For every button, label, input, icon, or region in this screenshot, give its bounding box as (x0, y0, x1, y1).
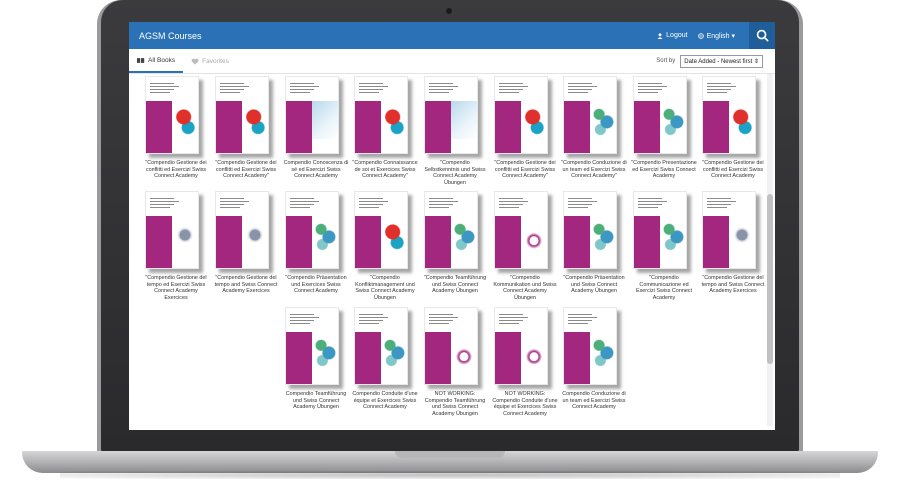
search-icon (756, 29, 769, 42)
book-title: "Compendio Conduzione di un team ed Eser… (561, 160, 627, 180)
book-cover[interactable] (563, 307, 617, 385)
book-title: "Compendio Gestione dei conflitti ed Ese… (145, 160, 207, 180)
search-button[interactable] (749, 22, 775, 49)
book-title: "Compendio Präsentation und Swiss Connec… (563, 275, 625, 295)
book-title: "Compendio Communicazione ed Esercizi Sw… (635, 275, 693, 301)
top-navbar: AGSM Courses Logout English ▾ (129, 22, 775, 49)
book-title: "Compendio Selbstkenntnis und Swiss Conn… (424, 160, 486, 186)
book-item[interactable]: "Compendio Gestione dei conflitti ed Ese… (213, 76, 279, 180)
book-item[interactable]: "Compendio Connaissance de soi et Exerci… (352, 76, 418, 180)
book-title: "Compendio Gestione del tempo ed Eserciz… (145, 275, 207, 301)
logout-link[interactable]: Logout (657, 32, 688, 39)
book-cover[interactable] (215, 191, 269, 269)
book-cover[interactable] (702, 76, 756, 154)
book-title: "Compendio Presentazione ed Esercizi Swi… (631, 160, 697, 180)
book-item[interactable]: "Compendio Gestione dei conflitti ed Ese… (492, 76, 558, 180)
camera-icon (446, 8, 452, 14)
book-cover[interactable] (633, 191, 687, 269)
language-dropdown[interactable]: English ▾ (697, 32, 735, 40)
book-cover[interactable] (424, 307, 478, 385)
book-title: "Compendio Gestione del tempo and Swiss … (701, 275, 765, 295)
book-title: Compendio Teamführung und Swiss Connect … (285, 391, 347, 411)
book-title: "Compendio Konfliktmanagement und Swiss … (355, 275, 415, 301)
sort-label: Sort by (656, 58, 676, 64)
scrollbar[interactable] (767, 74, 773, 426)
book-cover[interactable] (633, 76, 687, 154)
book-cover[interactable] (563, 76, 617, 154)
book-item[interactable]: "Compendio Presentazione ed Esercizi Swi… (631, 76, 697, 180)
laptop-shadow (60, 471, 840, 479)
book-item[interactable]: "Compendio Gestione dei conflitti ed Ese… (700, 76, 766, 180)
app-title: AGSM Courses (139, 30, 202, 41)
book-cover[interactable] (563, 191, 617, 269)
tab-favorites[interactable]: Favorites (183, 49, 237, 73)
user-icon (657, 32, 663, 39)
book-title: "Compendio Gestione del tempo and Swiss … (214, 275, 278, 295)
laptop-base (22, 451, 878, 473)
book-item[interactable]: Compendio Conoscenza di sé ed Esercizi S… (283, 76, 349, 180)
book-cover[interactable] (285, 76, 339, 154)
book-title: Compendio Conduzione di un team ed Eserc… (562, 391, 626, 411)
book-item[interactable]: "Compendio Gestione dei conflitti ed Ese… (143, 76, 209, 180)
logout-label: Logout (666, 32, 688, 39)
book-title: "Compendio Gestione dei conflitti ed Ese… (702, 160, 764, 180)
book-item[interactable]: NOT WORKING: Compendio Conduite d'une éq… (492, 307, 558, 417)
book-cover[interactable] (354, 307, 408, 385)
scrollbar-thumb[interactable] (767, 194, 773, 364)
filter-bar: All Books Favorites Sort by Date Added -… (129, 49, 775, 74)
sort-select[interactable]: Date Added - Newest first ⇕ (680, 54, 763, 68)
book-title: "Compendio Gestione dei conflitti ed Ese… (215, 160, 277, 180)
book-title: NOT WORKING: Compendio Conduite d'une éq… (492, 391, 558, 417)
book-item[interactable]: Compendio Conduite d'une équipe et Exerc… (352, 307, 418, 411)
screen: AGSM Courses Logout English ▾ All Books … (129, 22, 775, 430)
heart-icon (191, 58, 199, 65)
book-title: "Compendio Präsentation und Exercices Sw… (285, 275, 347, 295)
book-item[interactable]: "Compendio Communicazione ed Esercizi Sw… (631, 191, 697, 301)
book-title: NOT WORKING: Compendio Teamführung und S… (424, 391, 486, 417)
books-icon (137, 57, 145, 63)
book-cover[interactable] (424, 76, 478, 154)
book-item[interactable]: "Compendio Teamführung und Swiss Connect… (422, 191, 488, 295)
book-item[interactable]: "Compendio Kommunikation und Swiss Conne… (492, 191, 558, 301)
tab-all-books-label: All Books (148, 56, 176, 64)
globe-icon (697, 32, 704, 39)
book-item[interactable]: "Compendio Gestione del tempo and Swiss … (213, 191, 279, 295)
book-item[interactable]: "Compendio Gestione del tempo and Swiss … (700, 191, 766, 295)
book-cover[interactable] (494, 191, 548, 269)
book-title: Compendio Conduite d'une équipe et Exerc… (352, 391, 418, 411)
book-cover[interactable] (354, 76, 408, 154)
book-title: "Compendio Gestione dei conflitti ed Ese… (494, 160, 556, 180)
book-cover[interactable] (354, 191, 408, 269)
book-cover[interactable] (424, 191, 478, 269)
book-title: "Compendio Teamführung und Swiss Connect… (423, 275, 487, 295)
book-cover[interactable] (494, 76, 548, 154)
book-item[interactable]: Compendio Conduzione di un team ed Eserc… (561, 307, 627, 411)
book-item[interactable]: "Compendio Conduzione di un team ed Eser… (561, 76, 627, 180)
book-item[interactable]: "Compendio Präsentation und Swiss Connec… (561, 191, 627, 295)
book-cover[interactable] (215, 76, 269, 154)
book-item[interactable]: "Compendio Präsentation und Exercices Sw… (283, 191, 349, 295)
book-title: "Compendio Kommunikation und Swiss Conne… (493, 275, 557, 301)
tab-favorites-label: Favorites (202, 57, 229, 65)
book-cover[interactable] (494, 307, 548, 385)
language-label: English ▾ (706, 32, 735, 40)
book-item[interactable]: NOT WORKING: Compendio Teamführung und S… (422, 307, 488, 417)
book-item[interactable]: "Compendio Gestione del tempo ed Eserciz… (143, 191, 209, 301)
book-cover[interactable] (285, 191, 339, 269)
book-cover[interactable] (285, 307, 339, 385)
book-item[interactable]: "Compendio Selbstkenntnis und Swiss Conn… (422, 76, 488, 186)
book-title: "Compendio Connaissance de soi et Exerci… (352, 160, 418, 180)
tab-all-books[interactable]: All Books (129, 49, 184, 73)
book-item[interactable]: Compendio Teamführung und Swiss Connect … (283, 307, 349, 411)
book-cover[interactable] (702, 191, 756, 269)
book-cover[interactable] (145, 191, 199, 269)
laptop-notch (395, 451, 505, 458)
book-title: Compendio Conoscenza di sé ed Esercizi S… (283, 160, 349, 180)
book-item[interactable]: "Compendio Konfliktmanagement und Swiss … (352, 191, 418, 301)
book-cover[interactable] (145, 76, 199, 154)
